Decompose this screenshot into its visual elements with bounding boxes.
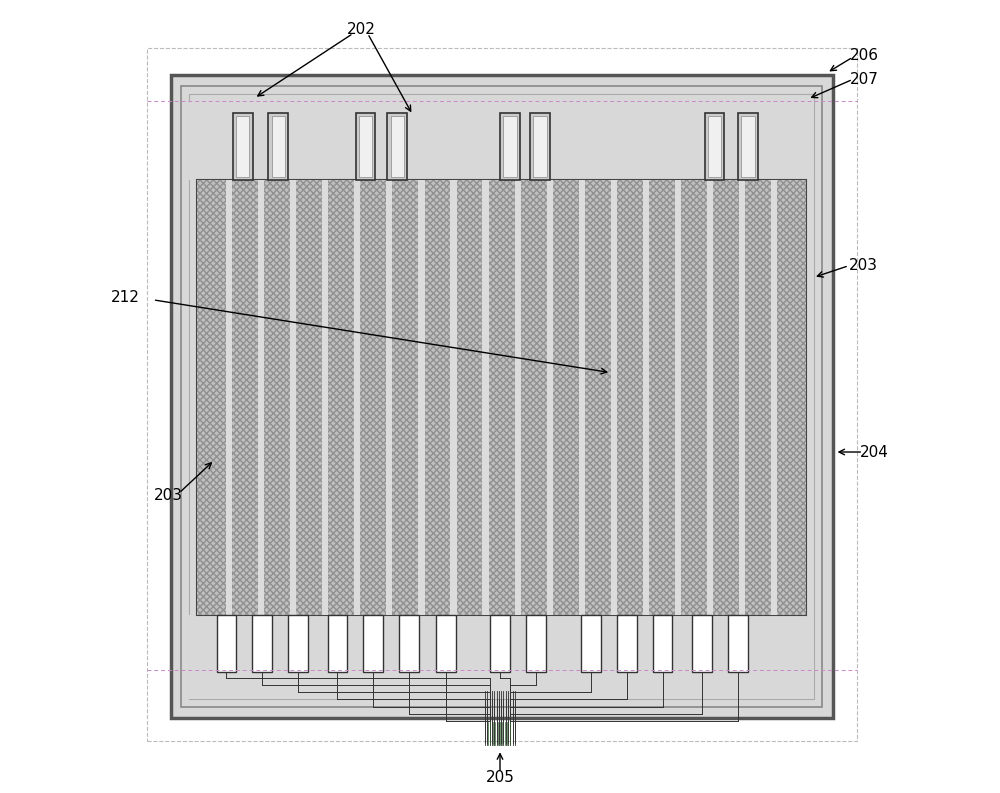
Bar	[290, 180, 296, 615]
Bar	[611, 180, 617, 615]
Bar	[272, 116, 285, 177]
Bar	[533, 116, 547, 177]
Bar	[226, 180, 232, 615]
Bar	[515, 180, 521, 615]
Bar	[356, 113, 375, 180]
Bar	[236, 116, 249, 177]
Bar	[386, 180, 392, 615]
Bar	[217, 615, 236, 672]
Text: 203: 203	[154, 488, 183, 503]
Bar	[436, 615, 456, 672]
Bar	[692, 615, 712, 672]
Bar	[189, 101, 814, 180]
Bar	[359, 116, 372, 177]
Bar	[197, 180, 806, 615]
Bar	[771, 180, 777, 615]
Bar	[252, 615, 272, 672]
Bar	[189, 94, 814, 699]
Text: 202: 202	[347, 22, 376, 36]
Bar	[526, 615, 546, 672]
Bar	[705, 113, 724, 180]
Bar	[579, 180, 585, 615]
Text: 204: 204	[860, 445, 889, 459]
Bar	[547, 180, 553, 615]
Text: 207: 207	[850, 72, 879, 86]
Bar	[707, 180, 713, 615]
Bar	[500, 113, 520, 180]
Bar	[418, 180, 425, 615]
Bar	[171, 75, 833, 718]
Bar	[391, 116, 404, 177]
Bar	[738, 113, 758, 180]
Bar	[258, 180, 264, 615]
Bar	[581, 615, 601, 672]
Bar	[482, 180, 489, 615]
Bar	[233, 113, 253, 180]
Bar	[322, 180, 328, 615]
Bar	[617, 615, 637, 672]
Bar	[490, 615, 510, 672]
Bar	[643, 180, 649, 615]
Bar	[503, 116, 517, 177]
Bar	[288, 615, 308, 672]
Bar	[450, 180, 457, 615]
Bar	[354, 180, 360, 615]
Text: 203: 203	[849, 259, 878, 273]
Bar	[387, 113, 407, 180]
Bar	[708, 116, 721, 177]
Bar	[653, 615, 672, 672]
Text: 212: 212	[111, 290, 140, 305]
Bar	[739, 180, 745, 615]
Bar	[399, 615, 419, 672]
Bar	[741, 116, 755, 177]
Text: 205: 205	[486, 770, 514, 784]
Bar	[147, 48, 857, 741]
Bar	[181, 86, 822, 707]
Bar	[728, 615, 748, 672]
Bar	[197, 180, 806, 615]
Bar	[268, 113, 288, 180]
Bar	[363, 615, 383, 672]
Bar	[189, 615, 814, 699]
Bar	[530, 113, 550, 180]
Text: 206: 206	[850, 48, 879, 63]
Bar	[328, 615, 347, 672]
Bar	[675, 180, 681, 615]
